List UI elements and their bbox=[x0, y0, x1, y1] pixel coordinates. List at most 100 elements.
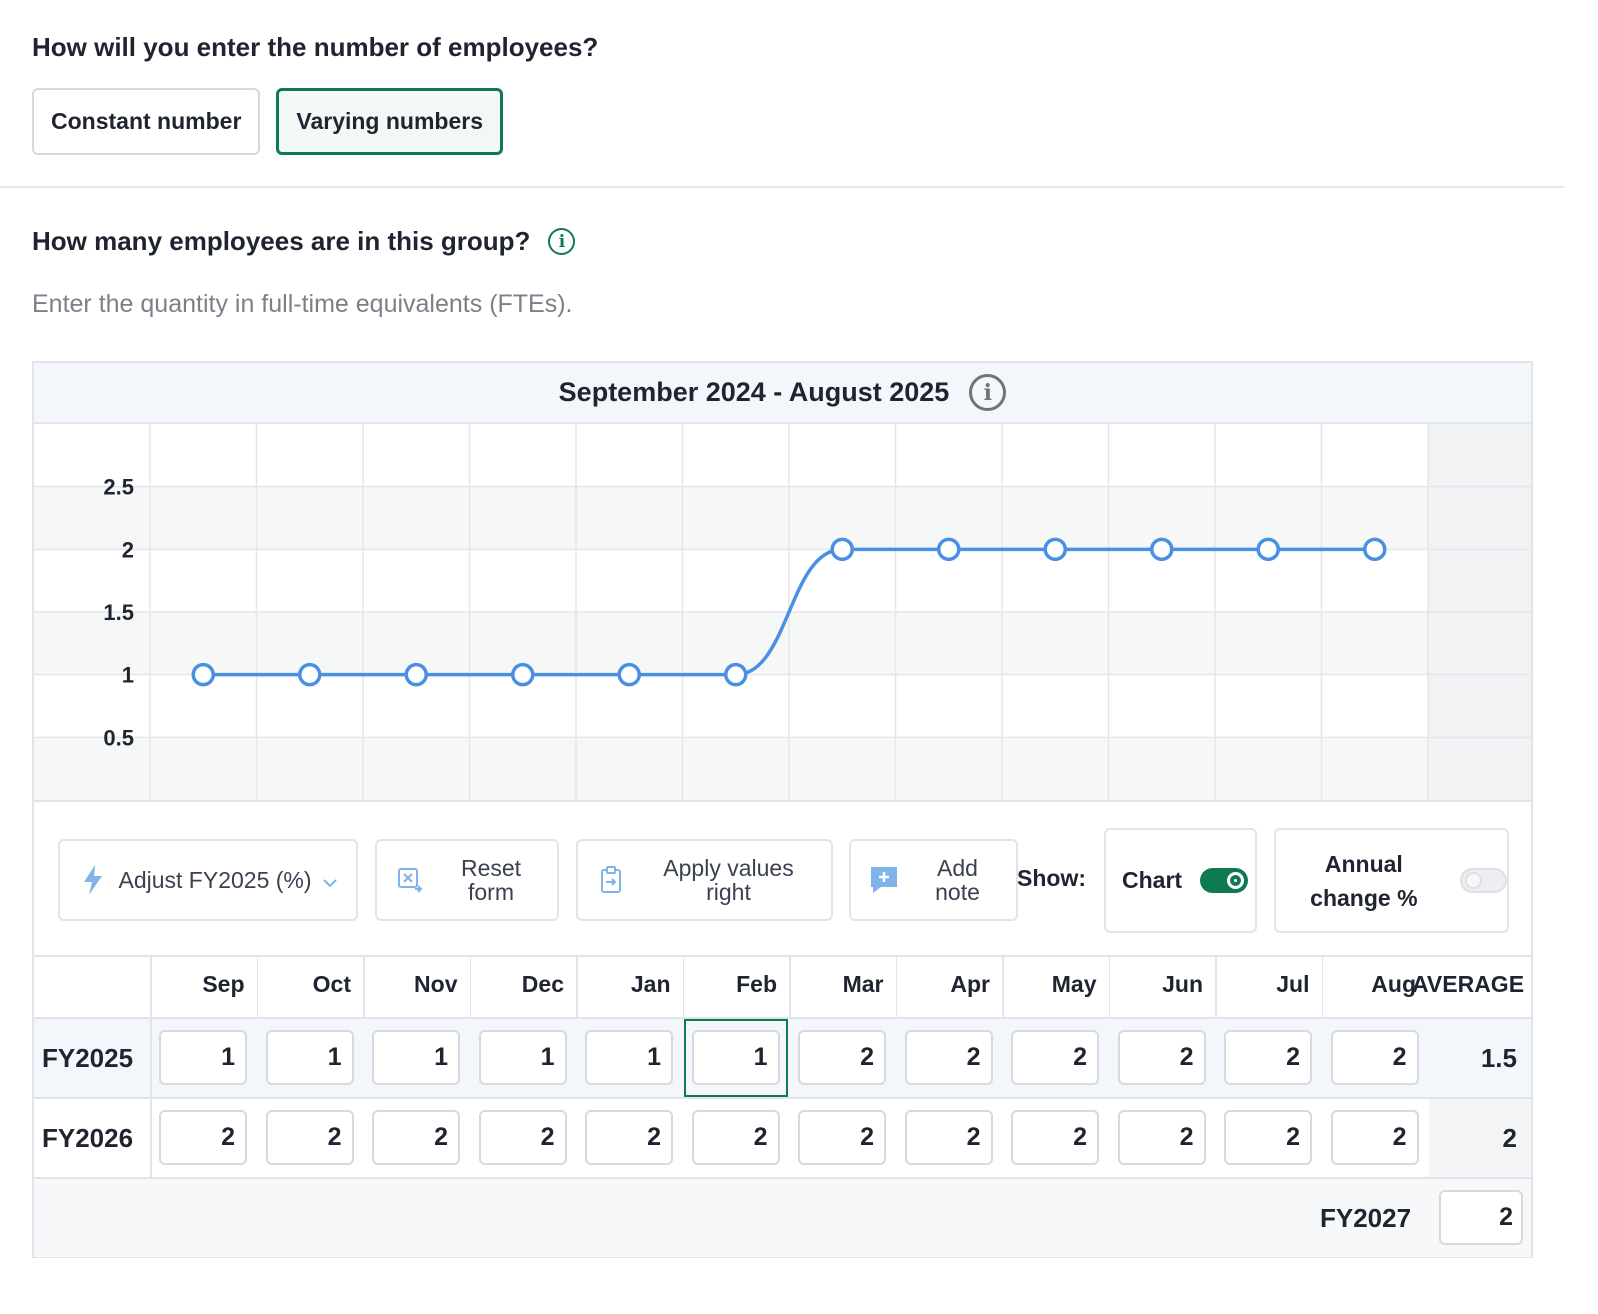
data-point-apr bbox=[937, 537, 961, 562]
column-divider bbox=[150, 957, 152, 1019]
fte-line-chart: 2.5 2 1.5 1 0.5 bbox=[34, 424, 1531, 800]
info-icon[interactable]: i bbox=[969, 374, 1007, 411]
chart-header: September 2024 - August 2025 i bbox=[34, 363, 1531, 424]
month-header-mar: Mar bbox=[842, 971, 884, 997]
annual-change-toggle-group: Annual change % bbox=[1274, 828, 1509, 933]
chart-toggle-switch[interactable] bbox=[1200, 868, 1249, 893]
fy2027-label: FY2027 bbox=[1320, 1203, 1412, 1233]
data-point-jul bbox=[1256, 537, 1280, 562]
value-input-nov[interactable]: 2 bbox=[372, 1110, 460, 1165]
apply-values-right-label: Apply values right bbox=[663, 855, 794, 905]
grid-band bbox=[34, 612, 1531, 675]
value-input-sep[interactable]: 1 bbox=[159, 1030, 247, 1085]
y-tick-label: 0.5 bbox=[103, 725, 134, 750]
y-tick-label: 2.5 bbox=[103, 475, 134, 500]
data-point-jun bbox=[1150, 537, 1174, 562]
value-input-may[interactable]: 2 bbox=[1011, 1030, 1099, 1085]
adjust-fy2025-button[interactable]: Adjust FY2025 (%) bbox=[58, 839, 358, 921]
entry-method-options: Constant number Varying numbers bbox=[32, 88, 504, 155]
value-input-jan[interactable]: 2 bbox=[585, 1110, 673, 1165]
value-input-may[interactable]: 2 bbox=[1011, 1110, 1099, 1165]
value-input-mar[interactable]: 2 bbox=[798, 1030, 886, 1085]
value-input-jan[interactable]: 1 bbox=[585, 1030, 673, 1085]
chart-toggle-label: Chart bbox=[1122, 867, 1183, 893]
add-note-label: Add note bbox=[935, 855, 980, 905]
column-divider bbox=[150, 1019, 152, 1097]
employee-count-hint: Enter the quantity in full-time equivale… bbox=[32, 290, 573, 318]
value-input-nov[interactable]: 1 bbox=[372, 1030, 460, 1085]
data-point-jan bbox=[617, 662, 641, 687]
month-header-apr: Apr bbox=[950, 971, 990, 997]
section-divider bbox=[0, 186, 1564, 188]
value-input-jul[interactable]: 2 bbox=[1224, 1030, 1312, 1085]
data-point-oct bbox=[298, 662, 322, 687]
column-divider bbox=[576, 957, 578, 1019]
y-tick-label: 2 bbox=[122, 537, 134, 562]
employee-count-question-text: How many employees are in this group? bbox=[32, 226, 531, 256]
column-divider bbox=[469, 957, 471, 1019]
value-input-jun[interactable]: 2 bbox=[1117, 1110, 1206, 1165]
column-divider bbox=[363, 957, 365, 1019]
column-divider bbox=[1321, 957, 1323, 1019]
value-input-feb[interactable]: 1 bbox=[691, 1030, 780, 1085]
constant-number-option[interactable]: Constant number bbox=[32, 88, 261, 155]
column-divider bbox=[1002, 957, 1004, 1019]
grid-band bbox=[34, 737, 1531, 800]
grid-band bbox=[34, 549, 1531, 612]
grid-band bbox=[34, 486, 1531, 550]
info-icon[interactable]: i bbox=[548, 228, 576, 255]
data-point-nov bbox=[404, 662, 428, 687]
value-input-jul[interactable]: 2 bbox=[1224, 1110, 1312, 1165]
value-input-oct[interactable]: 2 bbox=[265, 1110, 354, 1165]
average-value: 1.5 bbox=[1480, 1043, 1517, 1073]
column-divider bbox=[895, 957, 897, 1019]
add-note-icon bbox=[869, 865, 899, 895]
add-note-button[interactable]: Add note bbox=[849, 839, 1018, 921]
data-point-may bbox=[1043, 537, 1067, 562]
column-divider bbox=[682, 957, 684, 1019]
value-input-mar[interactable]: 2 bbox=[798, 1110, 886, 1165]
employee-input-panel: September 2024 - August 2025 i 2.5 2 1.5 1 0… bbox=[32, 361, 1533, 1258]
month-header-jul: Jul bbox=[1276, 971, 1310, 997]
lightning-icon bbox=[78, 865, 108, 895]
month-header-sep: Sep bbox=[202, 971, 245, 997]
value-input-apr[interactable]: 2 bbox=[904, 1030, 993, 1085]
value-input-aug[interactable]: 2 bbox=[1330, 1030, 1419, 1085]
selected-cell-outline bbox=[683, 1019, 788, 1097]
value-input-dec[interactable]: 2 bbox=[478, 1110, 567, 1165]
annual-change-toggle-switch[interactable] bbox=[1459, 868, 1507, 893]
reset-form-button[interactable]: Reset form bbox=[375, 839, 559, 921]
value-input-sep[interactable]: 2 bbox=[159, 1110, 247, 1165]
entry-method-question: How will you enter the number of employe… bbox=[32, 32, 599, 62]
average-value: 2 bbox=[1502, 1123, 1517, 1153]
month-header-oct: Oct bbox=[312, 971, 351, 997]
month-header-may: May bbox=[1051, 971, 1097, 997]
data-point-sep bbox=[191, 662, 215, 687]
value-input-oct[interactable]: 1 bbox=[265, 1030, 354, 1085]
grid-band bbox=[34, 424, 1531, 487]
column-divider bbox=[256, 957, 258, 1019]
y-tick-label: 1 bbox=[122, 663, 134, 688]
year-label: FY2025 bbox=[42, 1043, 134, 1073]
varying-numbers-option[interactable]: Varying numbers bbox=[276, 88, 504, 155]
average-cell: 2 bbox=[1429, 1099, 1531, 1177]
apply-values-right-button[interactable]: Apply values right bbox=[576, 839, 833, 921]
month-header-jan: Jan bbox=[630, 971, 671, 997]
value-input-dec[interactable]: 1 bbox=[478, 1030, 567, 1085]
column-divider bbox=[1215, 957, 1217, 1019]
fy2027-input[interactable]: 2 bbox=[1439, 1190, 1523, 1245]
data-point-dec bbox=[511, 662, 535, 687]
column-divider bbox=[150, 1099, 152, 1177]
value-input-jun[interactable]: 2 bbox=[1117, 1030, 1206, 1085]
grid-band bbox=[34, 674, 1531, 738]
column-divider bbox=[1108, 957, 1110, 1019]
month-header-nov: Nov bbox=[414, 971, 458, 997]
data-point-feb bbox=[724, 662, 748, 687]
value-input-aug[interactable]: 2 bbox=[1330, 1110, 1419, 1165]
data-point-mar bbox=[830, 537, 854, 562]
value-input-apr[interactable]: 2 bbox=[904, 1110, 993, 1165]
value-input-feb[interactable]: 2 bbox=[691, 1110, 780, 1165]
table-header-row: AVERAGE Sep Oct Nov Dec Jan Feb Mar Apr May Jun Ju… bbox=[34, 955, 1531, 1019]
chart-toggle-group: Chart bbox=[1104, 828, 1257, 933]
